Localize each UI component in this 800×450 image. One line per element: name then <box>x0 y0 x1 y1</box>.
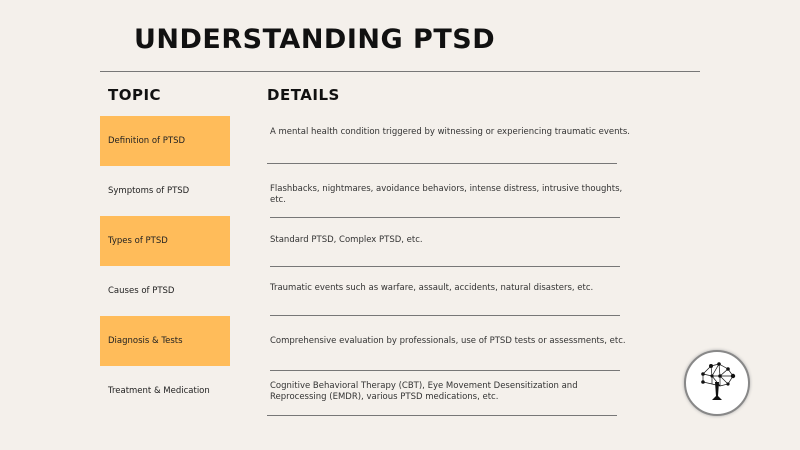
row-divider <box>267 415 617 416</box>
details-cell: Cognitive Behavioral Therapy (CBT), Eye … <box>270 381 578 402</box>
logo <box>684 350 750 416</box>
row-divider <box>270 370 620 371</box>
topic-cell: Diagnosis & Tests <box>100 316 230 366</box>
topic-cell: Types of PTSD <box>100 216 230 266</box>
row-divider <box>267 163 617 164</box>
topic-header: TOPIC <box>108 86 162 104</box>
details-cell: Traumatic events such as warfare, assaul… <box>270 283 594 293</box>
topic-cell: Symptoms of PTSD <box>108 186 190 196</box>
row-divider <box>270 315 620 316</box>
row-divider <box>270 217 620 218</box>
page-title: UNDERSTANDING PTSD <box>134 24 496 55</box>
details-cell: A mental health condition triggered by w… <box>270 127 631 137</box>
details-header: DETAILS <box>267 86 340 104</box>
network-tree-icon <box>701 362 736 400</box>
title-divider <box>100 71 700 72</box>
details-cell: Standard PTSD, Complex PTSD, etc. <box>270 235 423 245</box>
topic-cell: Definition of PTSD <box>100 116 230 166</box>
details-cell: Comprehensive evaluation by professional… <box>270 336 626 346</box>
row-divider <box>270 266 620 267</box>
details-cell: Flashbacks, nightmares, avoidance behavi… <box>270 184 623 205</box>
topic-cell: Treatment & Medication <box>108 386 210 396</box>
topic-cell: Causes of PTSD <box>108 286 175 296</box>
